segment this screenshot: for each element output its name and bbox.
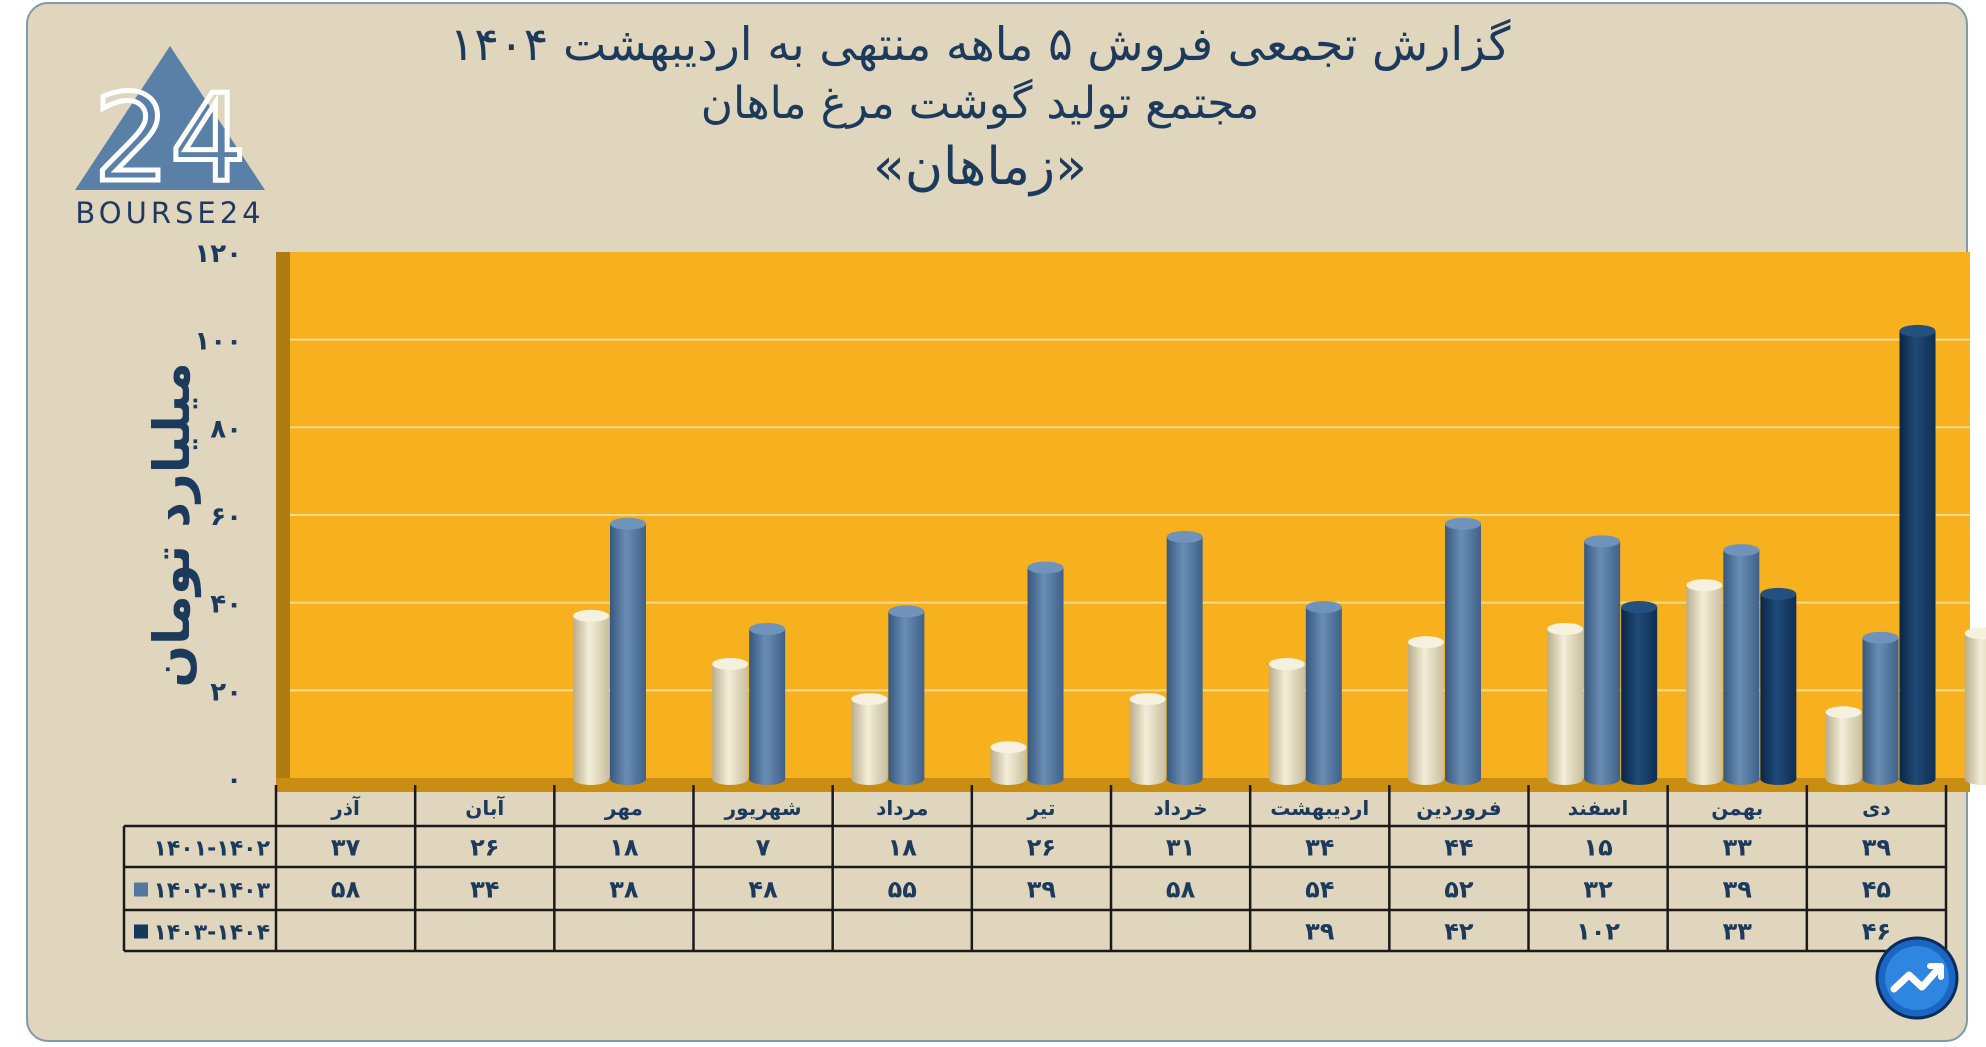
data-label: ۴۶ [1862, 918, 1891, 946]
bar [610, 517, 646, 785]
data-label: ۱۰۲ [1576, 918, 1620, 946]
x-tick-label: مهر [604, 796, 643, 820]
x-tick-label: شهریور [724, 796, 802, 820]
data-label: ۳۹ [1862, 834, 1892, 862]
chart-subtitle: مجتمع تولید گوشت مرغ ماهان [700, 78, 1260, 129]
data-label: ۱۵ [1583, 834, 1612, 862]
bar [990, 741, 1027, 785]
data-label: ۴۴ [1444, 834, 1473, 862]
bar [1129, 693, 1166, 785]
bar [1862, 631, 1899, 785]
bar [1964, 627, 1986, 785]
data-label: ۴۲ [1444, 918, 1474, 946]
y-tick-label: ۸۰ [210, 414, 242, 444]
bars [573, 324, 1986, 785]
x-tick-label: مرداد [876, 796, 928, 820]
y-tick-label: ۱۲۰ [194, 239, 242, 269]
data-label: ۱۸ [888, 834, 918, 862]
data-label: ۲۶ [1027, 834, 1056, 862]
data-label: ۱۸ [609, 834, 639, 862]
data-label: ۲۶ [470, 834, 499, 862]
logo-text: BOURSE24 [75, 196, 265, 230]
bourse24-logo-icon: 24 [75, 46, 265, 212]
x-tick-label: فروردین [1416, 796, 1501, 820]
x-tick-label: اردیبهشت [1270, 796, 1369, 820]
data-label: ۵۲ [1444, 876, 1474, 904]
bar [1760, 587, 1797, 785]
bar [573, 609, 609, 785]
y-tick-label: ۴۰ [210, 590, 242, 620]
bar [851, 693, 888, 785]
legend-label: ۱۴۰۲-۱۴۰۳ [153, 879, 270, 904]
data-table: دی بهمن اسفند فروردین اردیبهشت خرداد تیر مرداد ش… [122, 785, 1948, 953]
y-tick-label: ۱۰۰ [194, 327, 242, 357]
data-label: ۳۷ [331, 834, 361, 862]
data-label: ۳۳ [1723, 834, 1753, 862]
x-tick-label: آبان [465, 795, 505, 820]
data-label: ۵۸ [1166, 876, 1196, 904]
bar [712, 658, 749, 785]
bar [1027, 561, 1064, 785]
plot-floor [276, 778, 1970, 792]
data-label: ۵۸ [331, 876, 361, 904]
data-label: ۵۴ [1305, 876, 1334, 904]
data-label: ۳۸ [609, 876, 639, 904]
y-tick-label: ۲۰ [210, 677, 242, 707]
bar [1825, 706, 1862, 785]
data-label: ۳۴ [470, 876, 499, 904]
chart-title-block: گزارش تجمعی فروش ۵ ماهه منتهی به اردیبهش… [380, 14, 1580, 200]
x-tick-label: بهمن [1711, 796, 1763, 820]
plot-side-wall [276, 252, 290, 792]
data-label: ۳۹ [1723, 876, 1753, 904]
chart-title: گزارش تجمعی فروش ۵ ماهه منتهی به اردیبهش… [449, 17, 1511, 71]
company-ticker: «زماهان» [873, 137, 1087, 197]
y-tick-label: ۶۰ [210, 502, 242, 532]
bar [1621, 601, 1658, 785]
bar [1305, 601, 1342, 785]
data-label: ۷ [756, 834, 771, 862]
bar [749, 622, 786, 785]
bar [1547, 622, 1584, 785]
data-label: ۳۹ [1027, 876, 1057, 904]
data-label: ۳۴ [1305, 834, 1334, 862]
data-label: ۴۵ [1862, 876, 1891, 904]
legend-swatch [134, 882, 148, 897]
legend-swatch [134, 924, 148, 939]
data-label: ۳۲ [1583, 876, 1613, 904]
y-axis-ticks: ۰ ۲۰ ۴۰ ۶۰ ۸۰ ۱۰۰ ۱۲۰ [194, 239, 242, 795]
x-tick-label: آذر [330, 795, 361, 820]
bar [1408, 636, 1444, 785]
x-tick-label: اسفند [1568, 796, 1629, 820]
y-tick-label: ۰ [226, 765, 242, 795]
x-tick-label: دی [1862, 796, 1891, 820]
bar [888, 605, 925, 785]
data-label: ۳۳ [1723, 918, 1753, 946]
legend-label: ۱۴۰۱-۱۴۰۲ [153, 837, 270, 862]
data-label: ۳۹ [1305, 918, 1335, 946]
trend-up-circle-icon [1875, 936, 1959, 1020]
x-tick-label: تیر [1026, 796, 1055, 820]
bar [1268, 658, 1305, 785]
bar [1166, 530, 1203, 785]
x-tick-label: خرداد [1153, 796, 1207, 820]
data-label: ۵۵ [888, 876, 917, 904]
data-label: ۴۸ [748, 876, 778, 904]
bar [1686, 579, 1723, 785]
legend-label: ۱۴۰۳-۱۴۰۴ [153, 921, 270, 946]
bar [1723, 544, 1760, 785]
data-label: ۳۱ [1166, 834, 1195, 862]
logo-mark: 24 [94, 70, 247, 209]
bar [1445, 517, 1481, 785]
bar [1584, 535, 1621, 785]
bar [1899, 324, 1936, 785]
